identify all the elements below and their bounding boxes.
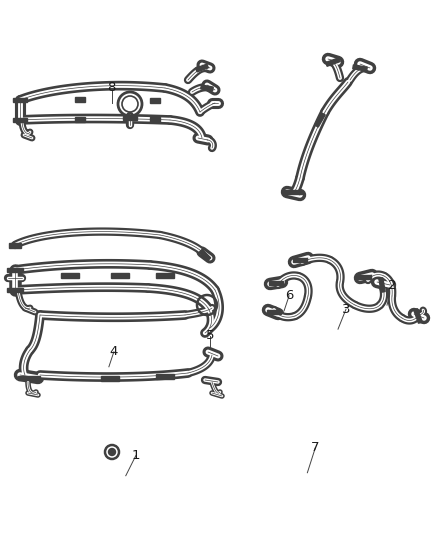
Bar: [9, 243, 21, 247]
Bar: [284, 190, 302, 194]
Bar: [7, 288, 23, 292]
Bar: [75, 117, 85, 122]
Text: 6: 6: [285, 289, 293, 302]
Bar: [201, 85, 213, 91]
Bar: [315, 113, 325, 127]
Text: 4: 4: [110, 345, 118, 358]
Bar: [196, 64, 208, 72]
Bar: [269, 281, 283, 285]
Bar: [156, 374, 174, 378]
Bar: [13, 98, 27, 102]
Bar: [199, 249, 211, 261]
Bar: [414, 309, 422, 323]
Bar: [7, 268, 23, 272]
Bar: [293, 258, 307, 262]
Bar: [18, 376, 40, 380]
Bar: [111, 272, 129, 278]
Bar: [326, 58, 340, 66]
Bar: [61, 272, 79, 278]
Bar: [75, 96, 85, 101]
Text: 2: 2: [388, 279, 396, 292]
Bar: [150, 117, 160, 122]
Bar: [150, 98, 160, 102]
Bar: [353, 65, 367, 71]
Text: 8: 8: [107, 82, 116, 94]
Bar: [379, 278, 385, 292]
Text: 3: 3: [342, 303, 350, 316]
Bar: [267, 310, 281, 314]
Bar: [357, 275, 371, 279]
Text: 5: 5: [206, 329, 215, 342]
Bar: [156, 272, 174, 278]
Bar: [123, 116, 137, 120]
Bar: [13, 118, 27, 122]
Circle shape: [109, 448, 116, 456]
Text: 7: 7: [311, 441, 320, 454]
Bar: [101, 376, 119, 381]
Text: 1: 1: [131, 449, 140, 462]
